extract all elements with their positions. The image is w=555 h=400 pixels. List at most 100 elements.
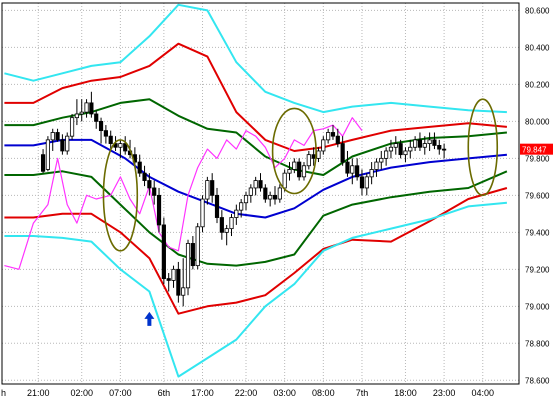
candle-body [40, 154, 46, 172]
candle-body [234, 209, 239, 218]
x-tick-label: 21:00 [27, 388, 50, 398]
y-tick-label: 80.000 [525, 117, 550, 126]
highlight-circle [467, 98, 499, 197]
candle-body [321, 139, 326, 152]
candle-body [403, 150, 408, 156]
candle-body [123, 143, 128, 152]
candle-body [306, 154, 311, 167]
candle-body [350, 165, 355, 174]
candle-body [311, 154, 316, 159]
upper-2-sigma-line [4, 42, 507, 152]
y-tick-label: 79.600 [525, 191, 550, 200]
candle-body [137, 161, 142, 174]
candle-body [229, 217, 234, 230]
candle-body [108, 135, 113, 144]
x-tick-label: 6th [158, 388, 171, 398]
y-tick-label: 79.200 [525, 265, 550, 274]
candle-body [190, 243, 195, 267]
candle-body [388, 146, 394, 152]
y-tick-label: 78.600 [525, 376, 550, 385]
candle-body [205, 180, 210, 200]
lower-1-sigma-line [4, 170, 508, 267]
candle-body [166, 278, 171, 281]
x-tick-label: 18:00 [394, 388, 417, 398]
candle-body [316, 150, 321, 159]
candle-body [60, 139, 65, 152]
candle-body [89, 102, 94, 115]
candle-body [355, 165, 360, 178]
y-tick-label: 79.800 [525, 154, 550, 163]
candle-body [384, 150, 389, 159]
candle-body [94, 113, 99, 122]
candle-body [171, 268, 176, 281]
candle-body [432, 139, 437, 146]
candle-body [195, 226, 200, 267]
highlight-circle [102, 139, 139, 252]
x-tick-label: 7th [356, 388, 369, 398]
candle-body [79, 111, 84, 115]
candle-body [287, 169, 292, 174]
price-marker [520, 143, 553, 155]
candle-body [408, 146, 413, 152]
up-arrow [144, 311, 155, 326]
x-tick-label: 08:00 [312, 388, 335, 398]
candle-body [268, 194, 273, 200]
candle-body [277, 187, 282, 200]
candle-body [176, 268, 181, 296]
candle-body [340, 143, 345, 163]
candle-body [422, 143, 427, 148]
y-tick-label: 80.400 [525, 43, 550, 52]
candle-body [379, 157, 384, 163]
candle-body [297, 161, 302, 178]
candle-body [243, 194, 249, 204]
price-label: 79.847 [522, 146, 547, 155]
candle-body [272, 194, 278, 200]
candle-body [224, 228, 229, 233]
candles [40, 91, 447, 307]
candle-body [214, 194, 220, 218]
candle-body [253, 180, 258, 189]
grid [2, 3, 519, 384]
candle-body [282, 172, 287, 189]
candle-body [330, 132, 336, 137]
candle-body [45, 139, 50, 170]
candle-body [185, 243, 191, 289]
candle-body [263, 187, 268, 200]
plot-frame [1, 2, 520, 385]
candle-body [161, 224, 166, 279]
candle-body [292, 161, 297, 170]
upper-3-sigma-line [4, 3, 507, 114]
candle-body [55, 132, 60, 141]
x-tick-label: h [1, 388, 6, 398]
x-tick-label: 07:00 [109, 388, 132, 398]
candle-body [374, 161, 379, 170]
candle-body [364, 176, 369, 189]
candle-body [369, 169, 374, 178]
candle-body [413, 139, 418, 148]
candle-body [65, 135, 70, 152]
lagging-span-line [4, 117, 363, 270]
candle-body [258, 180, 263, 189]
candle-body [335, 135, 340, 144]
candle-body [69, 117, 75, 137]
x-tick-label: 17:00 [191, 388, 214, 398]
candle-body [417, 139, 423, 148]
candle-body [248, 187, 253, 196]
x-tick-label: 03:00 [273, 388, 296, 398]
candle-body [142, 172, 147, 181]
lower-3-sigma-line [4, 201, 507, 378]
y-tick-label: 80.600 [525, 6, 550, 15]
candle-body [442, 148, 447, 151]
candle-body [103, 130, 108, 137]
y-tick-label: 79.400 [525, 228, 550, 237]
candle-body [50, 132, 55, 141]
candle-body [147, 180, 152, 189]
candle-body [200, 198, 205, 228]
candle-body [398, 143, 403, 156]
candle-body [98, 120, 104, 132]
candle-body [113, 143, 118, 148]
candle-body [156, 194, 162, 226]
